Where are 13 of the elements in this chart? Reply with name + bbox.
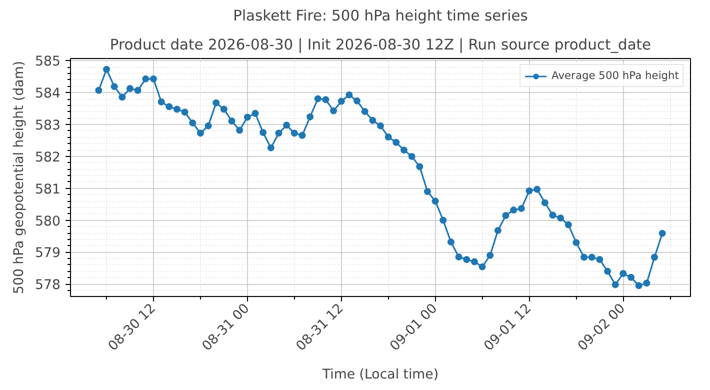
chart-title: Plaskett Fire: 500 hPa height time series	[233, 8, 528, 24]
y-axis-title: 500 hPa geopotential height (dam)	[12, 60, 28, 294]
y-tick-label: 580	[35, 214, 61, 230]
y-tick-label: 585	[35, 54, 61, 70]
y-tick-label: 582	[35, 150, 61, 166]
y-tick-label: 581	[35, 182, 61, 198]
legend-label: Average 500 hPa height	[552, 69, 679, 82]
y-tick-label: 579	[35, 246, 61, 262]
chart-subtitle: Product date 2026-08-30 | Init 2026-08-30 12Z | Run source product_date	[110, 36, 652, 54]
y-tick-label: 578	[35, 278, 61, 294]
y-tick-label: 583	[35, 118, 61, 134]
y-tick-label: 584	[35, 86, 61, 102]
x-axis-title: Time (Local time)	[321, 367, 439, 382]
